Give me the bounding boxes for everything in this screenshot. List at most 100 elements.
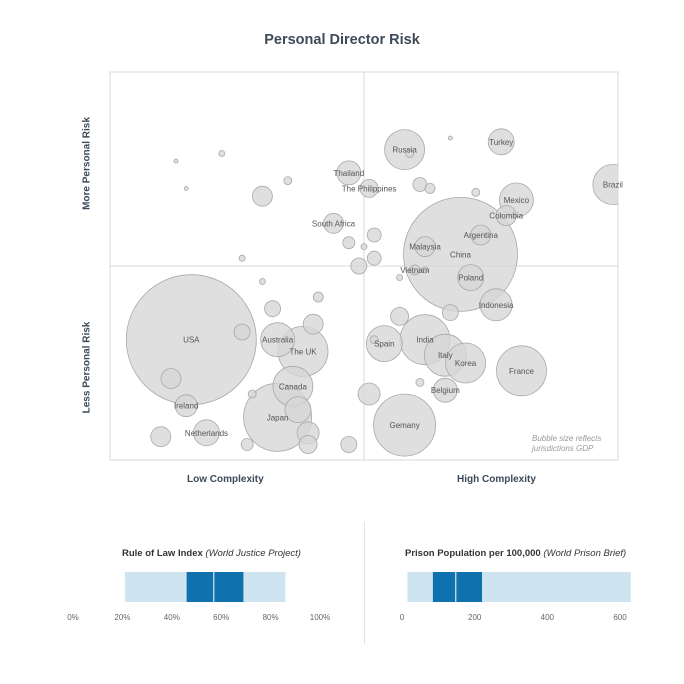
bubble-ireland [174, 394, 198, 418]
bubble-label-poland: Poland [458, 274, 483, 283]
bubble-korea [445, 342, 487, 384]
rule-of-law-title-text: Rule of Law Index [122, 548, 203, 559]
bubble-thailand [336, 160, 362, 186]
bubble-label-argentina: Argentina [464, 231, 499, 240]
bubble-label-korea: Korea [455, 359, 477, 368]
bubble-unlabeled [415, 377, 425, 387]
bubble-china [403, 196, 518, 312]
bubble-label-the-uk: The UK [289, 347, 317, 356]
bubble-unlabeled [173, 158, 179, 164]
bubble-unlabeled [471, 187, 481, 197]
rule-of-law-source: (World Justice Project) [205, 548, 301, 559]
bubble-russia [384, 129, 426, 171]
bubble-vietnam [409, 264, 421, 276]
prison-population-title: Prison Population per 100,000 (World Pri… [405, 548, 626, 559]
bubble-label-layer: USA Russia Turkey Thailand The Philippines Br… [174, 138, 623, 438]
bubble-label-ireland: Ireland [174, 402, 198, 411]
bubble-indonesia [479, 288, 513, 322]
prison-population-tick-label: 0 [399, 613, 405, 622]
rule-of-law-tick-label: 100% [309, 613, 331, 622]
bubble-label-spain: Spain [374, 340, 394, 349]
bubble-south-africa [323, 212, 344, 234]
bubble-unlabeled [298, 435, 318, 454]
y-axis-label-bottom: Less Personal Risk [81, 321, 93, 414]
bubble-unlabeled [390, 306, 410, 326]
bubble-unlabeled [360, 243, 368, 251]
bubble-netherlands [193, 419, 220, 447]
prison-population-range-bar [407, 572, 631, 602]
bubble-brazil [592, 164, 618, 205]
bubble-unlabeled [424, 182, 436, 194]
rule-of-law-range-bar [124, 572, 286, 602]
prison-population-tick-label: 200 [468, 613, 482, 622]
rule-of-law-tick-label: 60% [213, 613, 230, 622]
rule-of-law-tick-label: 0% [67, 613, 79, 622]
bubble-unlabeled [357, 382, 381, 406]
bubble-label-belgium: Belgium [431, 386, 460, 395]
bubble-label-malaysia: Malaysia [409, 243, 441, 252]
bubble-argentina [470, 224, 492, 246]
bubble-unlabeled [441, 304, 459, 322]
panel-divider [364, 522, 365, 644]
bubble-colombia [495, 205, 517, 227]
rule-of-law-tick-label: 80% [262, 613, 279, 622]
bubble-belgium [432, 377, 458, 403]
bubble-label-the-philippines: The Philippines [342, 184, 397, 193]
prison-population-source: (World Prison Brief) [543, 548, 627, 559]
bubble-unlabeled [218, 150, 226, 157]
bubble-unlabeled [258, 278, 266, 285]
bubble-unlabeled [238, 254, 246, 262]
bubble-label-italy: Italy [438, 351, 453, 360]
bubble-label-canada: Canada [279, 382, 308, 391]
bubble-label-mexico: Mexico [504, 196, 530, 205]
bubble-unlabeled [447, 135, 453, 141]
bubble-label-colombia: Colombia [489, 212, 523, 221]
bubble-label-russia: Russia [392, 146, 417, 155]
bubble-gemany [373, 393, 437, 457]
prison-population-tick-label: 400 [540, 613, 554, 622]
bubble-the-philippines [359, 178, 379, 198]
bubble-unlabeled [405, 149, 415, 158]
bubble-unlabeled [302, 313, 324, 335]
bubble-poland [457, 264, 485, 292]
bubble-unlabeled [396, 274, 404, 282]
bubble-label-thailand: Thailand [333, 169, 364, 178]
bubble-unlabeled [233, 323, 251, 341]
rule-of-law-title: Rule of Law Index (World Justice Project… [122, 548, 301, 559]
rule-of-law-tick-label: 20% [114, 613, 131, 622]
rule-of-law-inner-range [186, 572, 244, 602]
bubble-unlabeled [366, 250, 382, 266]
bubble-unlabeled [366, 227, 382, 243]
bubble-label-france: France [509, 367, 534, 376]
note-line-2: jurisdictions GDP [532, 444, 594, 453]
bubble-malaysia [414, 236, 436, 258]
rule-of-law-tick-label: 40% [163, 613, 180, 622]
bubble-unlabeled [251, 185, 273, 207]
bubble-label-china: China [450, 250, 471, 259]
bubble-label-indonesia: Indonesia [479, 301, 514, 310]
bubble-unlabeled [342, 236, 356, 250]
bubble-label-japan: Japan [267, 413, 289, 422]
bubble-label-brazil: Brazil [603, 181, 623, 190]
bubble-unlabeled [264, 300, 282, 318]
bubble-label-usa: USA [183, 336, 200, 345]
bubble-france [496, 345, 547, 397]
bubble-label-turkey: Turkey [489, 138, 513, 147]
bubble-label-south-africa: South Africa [312, 219, 356, 228]
bubble-unlabeled [283, 176, 293, 186]
bubble-spain [365, 325, 403, 363]
bubble-turkey [487, 128, 515, 156]
x-axis-label-high: High Complexity [457, 474, 536, 485]
bubble-label-netherlands: Netherlands [185, 429, 228, 438]
bubble-unlabeled [240, 438, 254, 451]
bubble-unlabeled [340, 436, 358, 453]
bubble-label-gemany: Gemany [389, 421, 419, 430]
x-axis-label-low: Low Complexity [187, 474, 264, 485]
bubble-unlabeled [421, 266, 429, 274]
prison-population-tick-label: 600 [613, 613, 627, 622]
bubble-unlabeled [369, 335, 379, 345]
prison-population-inner-range [432, 572, 482, 602]
note-line-1: Bubble size reflects [532, 434, 602, 443]
bubble-unlabeled [150, 426, 172, 448]
chart-title: Personal Director Risk [264, 32, 420, 48]
